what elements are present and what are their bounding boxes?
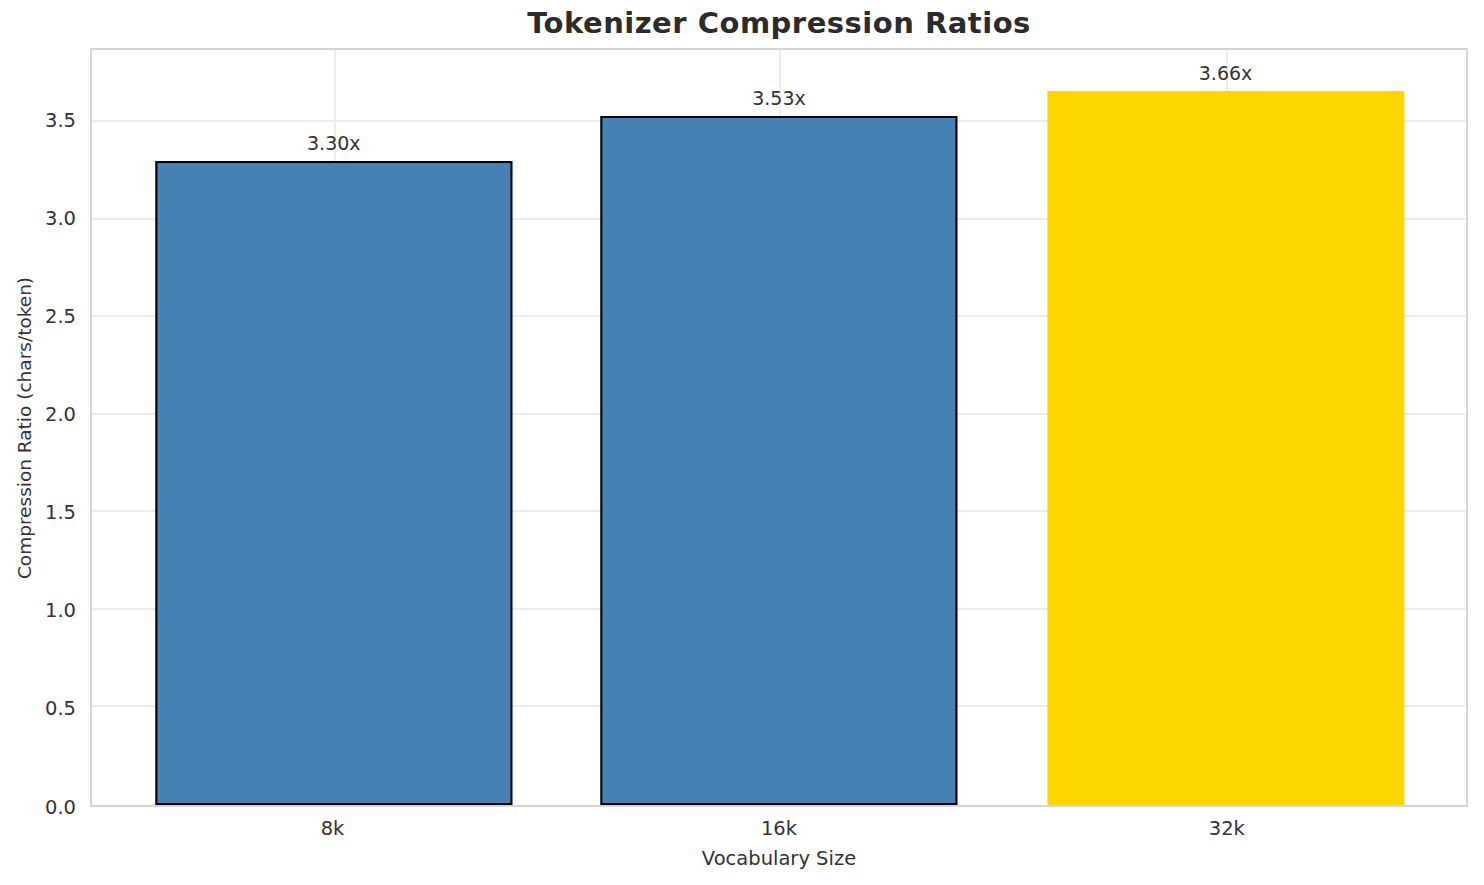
bar-value-label: 3.53x <box>752 87 806 109</box>
bar-value-label: 3.66x <box>1199 62 1253 84</box>
y-tick-label: 2.0 <box>45 405 76 425</box>
x-axis-tick-labels: 8k 16k 32k <box>90 817 1468 843</box>
y-axis-tick-labels: 0.00.51.01.52.02.53.03.5 <box>0 48 76 807</box>
y-tick-label: 2.5 <box>45 307 76 327</box>
plot-area: 3.30x 3.53x 3.66x <box>90 48 1468 807</box>
y-tick-label: 1.0 <box>45 601 76 621</box>
y-tick-label: 3.5 <box>45 111 76 131</box>
bar-16k <box>600 116 957 805</box>
figure: Tokenizer Compression Ratios Compression… <box>0 0 1484 885</box>
bar-value-label: 3.30x <box>307 132 361 154</box>
chart-title: Tokenizer Compression Ratios <box>90 6 1468 40</box>
x-tick-label: 16k <box>761 817 797 840</box>
bar-32k <box>1047 91 1404 805</box>
y-tick-label: 0.0 <box>45 797 76 817</box>
y-tick-label: 1.5 <box>45 503 76 523</box>
x-axis-label: Vocabulary Size <box>90 847 1468 870</box>
x-tick-label: 32k <box>1209 817 1245 840</box>
y-tick-label: 3.0 <box>45 209 76 229</box>
y-tick-label: 0.5 <box>45 699 76 719</box>
bar-8k <box>155 161 512 805</box>
x-tick-label: 8k <box>321 817 345 840</box>
